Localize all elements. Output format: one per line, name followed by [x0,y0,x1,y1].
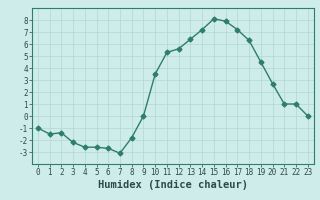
X-axis label: Humidex (Indice chaleur): Humidex (Indice chaleur) [98,180,248,190]
